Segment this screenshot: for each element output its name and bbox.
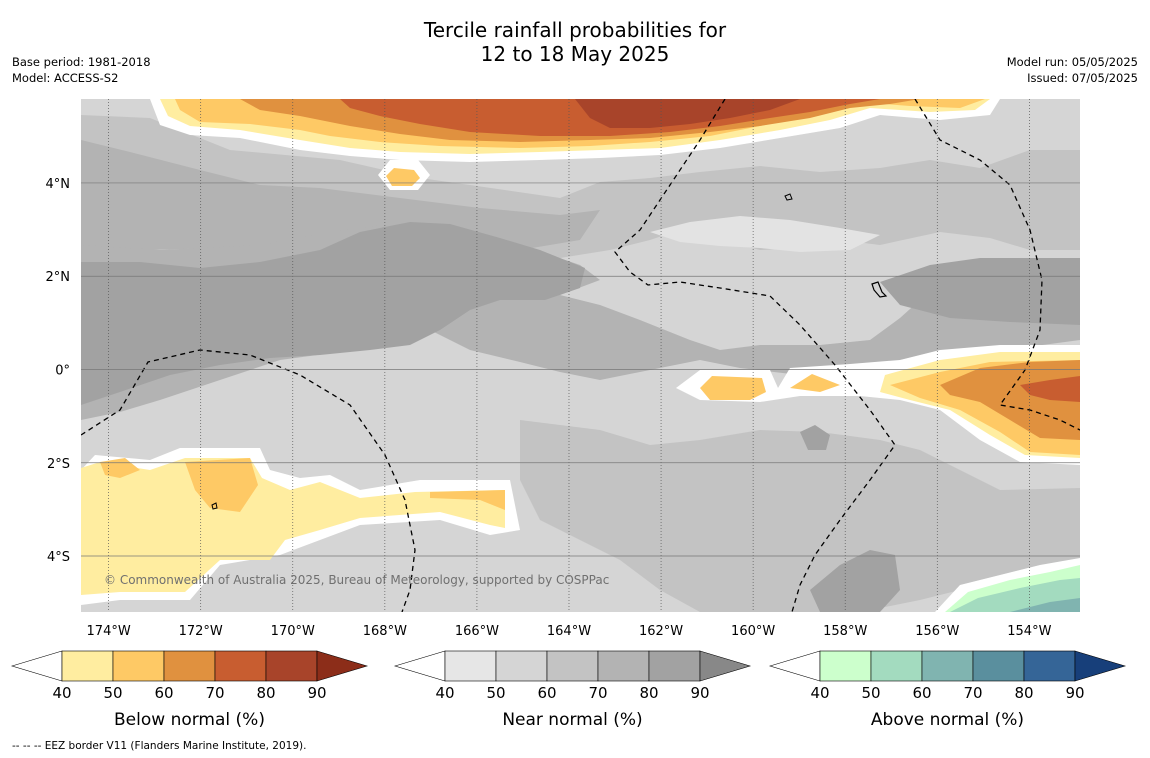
colorbar-title: Near normal (%) xyxy=(502,710,642,730)
longitude-tick-label: 172°W xyxy=(179,624,223,639)
below-normal-70-equator xyxy=(940,360,1080,440)
eez-border xyxy=(81,349,416,612)
colorbar-under-triangle xyxy=(393,650,446,682)
colorbar-segment xyxy=(648,650,701,682)
colorbar-over-triangle xyxy=(316,650,369,682)
longitude-tick-label: 158°W xyxy=(823,624,867,639)
island xyxy=(871,281,888,298)
colorbar-segment xyxy=(265,650,318,682)
colorbar-segment xyxy=(597,650,650,682)
longitude-tick-label: 162°W xyxy=(639,624,683,639)
colorbar-tick-label: 80 xyxy=(1014,684,1033,702)
axis-tick-labels: 174°W 172°W 170°W 168°W 166°W 164°W 162°W 160°W… xyxy=(46,177,1052,639)
model-run: Model run: 05/05/2025 xyxy=(1006,55,1138,69)
title-line-1: Tercile rainfall probabilities for xyxy=(423,18,727,42)
colorbar-tick-label: 80 xyxy=(639,684,658,702)
near-normal-80-spot xyxy=(800,425,830,450)
longitude-tick-label: 164°W xyxy=(547,624,591,639)
colorbar-tick-label: 90 xyxy=(690,684,709,702)
near-normal-80-east xyxy=(880,258,1080,325)
latitude-tick-label: 2°N xyxy=(46,270,71,285)
colorbar-tick-label: 60 xyxy=(154,684,173,702)
colorbar-tick-label: 60 xyxy=(537,684,556,702)
colorbar-over-triangle xyxy=(1074,650,1127,682)
eez-border xyxy=(914,99,1080,431)
map-title: Tercile rainfall probabilities for 12 to… xyxy=(0,18,1150,66)
below-normal-50-southwest xyxy=(81,458,505,595)
longitude-tick-label: 166°W xyxy=(455,624,499,639)
near-normal-70-south xyxy=(520,420,1080,612)
colorbar-segment xyxy=(112,650,165,682)
base-period: Base period: 1981-2018 xyxy=(12,55,151,69)
colorbar-title: Above normal (%) xyxy=(871,710,1024,730)
latitude-tick-label: 0° xyxy=(55,363,70,378)
colorbar-tick-label: 70 xyxy=(205,684,224,702)
above-normal-70-southeast xyxy=(1010,598,1080,612)
latitude-tick-label: 4°N xyxy=(46,177,71,192)
colorbar-tick-label: 90 xyxy=(1065,684,1084,702)
island xyxy=(211,502,218,510)
colorbar-tick-label: 50 xyxy=(103,684,122,702)
colorbar-tick-label: 60 xyxy=(912,684,931,702)
colorbar-tick-label: 40 xyxy=(52,684,71,702)
longitude-tick-label: 170°W xyxy=(271,624,315,639)
longitude-tick-label: 156°W xyxy=(915,624,959,639)
colorbar-tick-label: 70 xyxy=(963,684,982,702)
colorbar-segment xyxy=(921,650,974,682)
colorbar-tick-label: 70 xyxy=(588,684,607,702)
longitude-tick-label: 154°W xyxy=(1007,624,1051,639)
below-normal-90-north xyxy=(575,99,800,128)
near-normal-80-band xyxy=(81,222,585,405)
metadata-right: Model run: 05/05/2025 Issued: 07/05/2025 xyxy=(1007,54,1138,86)
near-normal-80-south xyxy=(810,550,900,612)
latitude-tick-label: 2°S xyxy=(47,457,70,472)
colorbar: 40 50 60 70 80 90 Below normal (%) xyxy=(10,650,369,730)
model-name: Model: ACCESS-S2 xyxy=(12,71,119,85)
longitude-tick-label: 174°W xyxy=(87,624,131,639)
grid-lines xyxy=(81,99,1080,612)
longitude-tick-label: 168°W xyxy=(363,624,407,639)
map-figure: © Commonwealth of Australia 2025, Bureau… xyxy=(10,99,1127,730)
title-line-2: 12 to 18 May 2025 xyxy=(480,42,670,66)
colorbar-under-triangle xyxy=(10,650,63,682)
colorbar-segment xyxy=(546,650,599,682)
colorbar-segment xyxy=(972,650,1025,682)
colorbar-over-triangle xyxy=(699,650,752,682)
eez-footnote: -- -- -- EEZ border V11 (Flanders Marine… xyxy=(12,740,307,752)
copyright-text: © Commonwealth of Australia 2025, Bureau… xyxy=(104,573,609,587)
colorbar-segment xyxy=(444,650,497,682)
colorbar-tick-label: 40 xyxy=(810,684,829,702)
metadata-left: Base period: 1981-2018 Model: ACCESS-S2 xyxy=(12,54,151,86)
island xyxy=(784,193,793,201)
longitude-tick-label: 160°W xyxy=(731,624,775,639)
colorbar-segment xyxy=(1023,650,1076,682)
colorbar-segment xyxy=(214,650,267,682)
below-normal-spot-north-inner xyxy=(386,168,420,186)
colorbar-segment xyxy=(61,650,114,682)
colorbar: 40 50 60 70 80 90 Near normal (%) xyxy=(393,650,752,730)
near-normal-40-patch xyxy=(650,216,880,252)
colorbar-under-triangle xyxy=(768,650,821,682)
eez-border xyxy=(614,99,896,612)
map-plot-area[interactable]: © Commonwealth of Australia 2025, Bureau… xyxy=(81,99,1080,612)
colorbar-tick-label: 90 xyxy=(307,684,326,702)
below-normal-60-southwest xyxy=(100,458,505,512)
issued-date: Issued: 07/05/2025 xyxy=(1027,71,1138,85)
colorbar-tick-label: 50 xyxy=(861,684,880,702)
colorbar-segment xyxy=(870,650,923,682)
colorbar-tick-label: 80 xyxy=(256,684,275,702)
colorbar-legends: 40 50 60 70 80 90 Below normal (%) 40 50 60 70 80 90… xyxy=(10,650,1127,730)
colorbar: 40 50 60 70 80 90 Above normal (%) xyxy=(768,650,1127,730)
latitude-tick-label: 4°S xyxy=(47,550,70,565)
colorbar-tick-label: 50 xyxy=(486,684,505,702)
below-normal-80-equator xyxy=(1020,376,1080,402)
colorbar-segment xyxy=(163,650,216,682)
colorbar-title: Below normal (%) xyxy=(114,710,265,730)
colorbar-segment xyxy=(819,650,872,682)
colorbar-tick-label: 40 xyxy=(435,684,454,702)
near-normal-70-band xyxy=(81,140,600,255)
colorbar-segment xyxy=(495,650,548,682)
